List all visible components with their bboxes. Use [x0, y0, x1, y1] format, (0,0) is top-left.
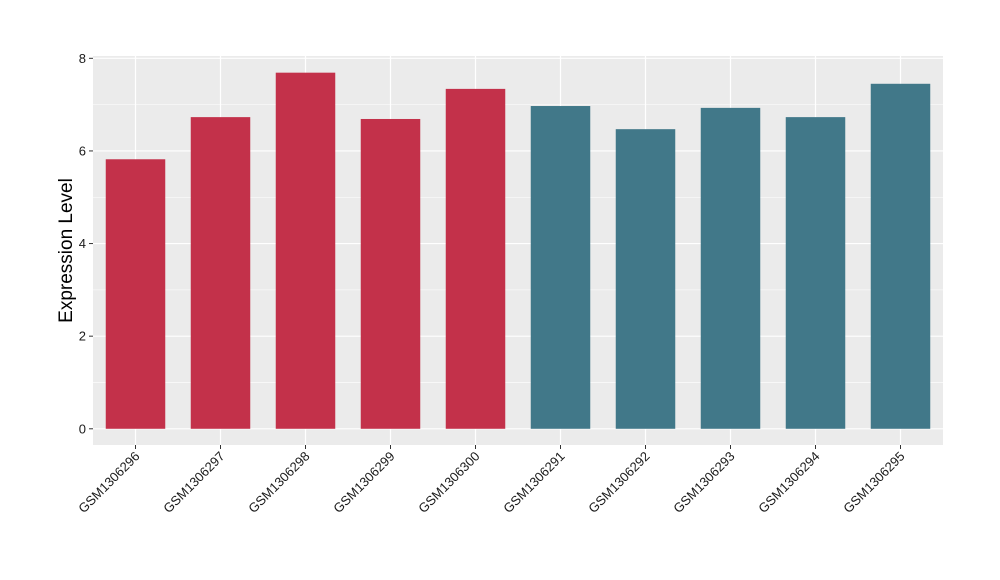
y-tick-label: 8	[79, 51, 86, 66]
x-tick-label: GSM1306291	[500, 449, 567, 516]
x-axis: GSM1306296 GSM1306297 GSM1306298 GSM1306299…	[75, 445, 908, 516]
bars	[105, 72, 931, 429]
y-tick-label: 2	[79, 329, 86, 344]
bar-GSM1306296	[105, 159, 166, 429]
y-tick-label: 6	[79, 143, 86, 158]
bar-GSM1306298	[275, 72, 336, 429]
y-axis-title: Expression Level	[56, 178, 77, 323]
x-tick-label: GSM1306299	[330, 449, 397, 516]
bar-GSM1306295	[870, 83, 931, 429]
y-tick-label: 4	[79, 236, 86, 251]
y-tick-label: 0	[79, 421, 86, 436]
bar-GSM1306293	[700, 107, 761, 429]
x-tick-label: GSM1306292	[585, 449, 652, 516]
bar-GSM1306300	[445, 88, 506, 429]
x-tick-label: GSM1306300	[415, 449, 482, 516]
bar-GSM1306292	[615, 129, 676, 429]
x-tick-label: GSM1306293	[670, 449, 737, 516]
x-tick-label: GSM1306296	[75, 449, 142, 516]
x-tick-label: GSM1306297	[160, 449, 227, 516]
bar-GSM1306291	[530, 106, 591, 429]
bar-GSM1306299	[360, 118, 421, 429]
x-tick-label: GSM1306294	[755, 449, 822, 516]
x-tick-label: GSM1306298	[245, 449, 312, 516]
x-tick-label: GSM1306295	[840, 449, 907, 516]
y-axis: 0 2 4 6 8	[79, 51, 93, 436]
bar-GSM1306297	[190, 117, 251, 429]
bar-GSM1306294	[785, 117, 846, 429]
